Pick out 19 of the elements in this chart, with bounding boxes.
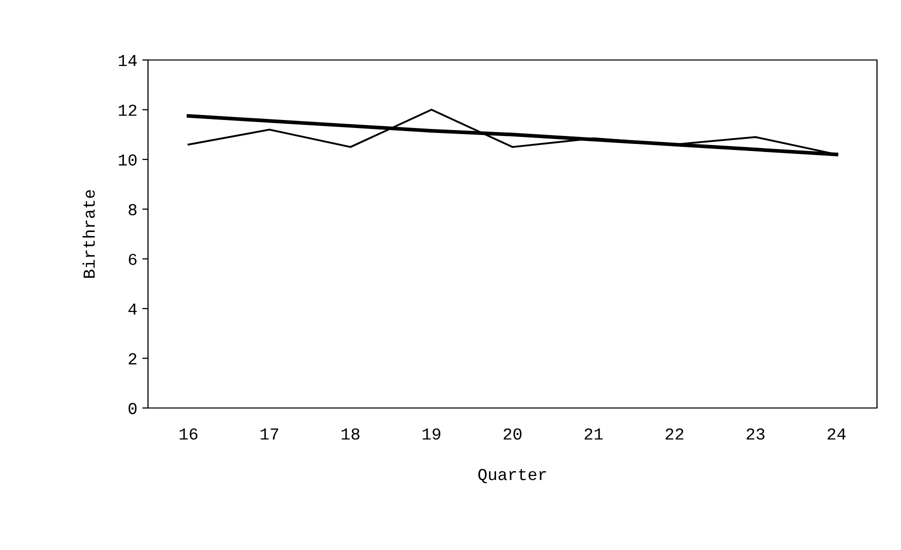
y-tick-label: 14 [118, 55, 137, 66]
x-tick-label: 19 [422, 428, 440, 440]
x-tick-label: 24 [828, 428, 846, 440]
y-tick-label: 8 [128, 204, 136, 216]
x-tick-label: 22 [666, 428, 684, 440]
x-axis-title: Quarter [478, 468, 546, 484]
y-tick-label: 0 [128, 402, 137, 414]
x-tick-label: 20 [504, 428, 522, 440]
x-tick-label: 17 [260, 428, 278, 440]
y-tick-label: 12 [118, 104, 136, 116]
x-tick-label: 18 [342, 428, 360, 440]
x-tick-label: 21 [584, 428, 603, 440]
y-axis-title: Birthrate [82, 190, 95, 278]
y-tick-label: 4 [128, 304, 137, 315]
x-tick-label: 16 [180, 428, 198, 440]
y-tick-label: 2 [128, 353, 136, 364]
y-tick-label: 10 [118, 154, 137, 166]
y-tick-label: 6 [128, 254, 136, 266]
x-tick-label: 23 [746, 428, 764, 440]
